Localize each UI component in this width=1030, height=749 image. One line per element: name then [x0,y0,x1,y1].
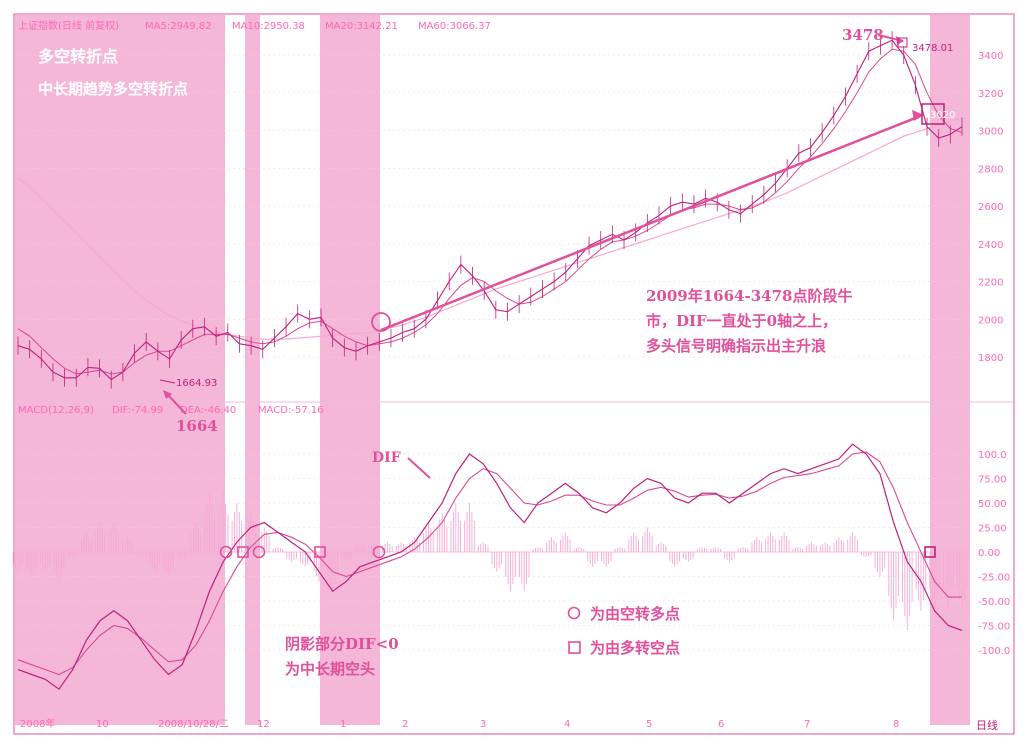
macd-tick-label: 100.0 [978,450,1007,461]
macd-crossover-markers [219,545,936,559]
time-axis: 2008年 10 2008/10/28/二 12 1 2 3 4 5 6 7 8 [20,717,899,730]
macd-tick-label: 75.00 [978,475,1007,486]
shade-note-line-2: 为中长期空头 [285,660,375,678]
ma20-readout: MA20:3142.21 [325,21,398,32]
price-tick-label: 3000 [978,127,1003,138]
price-tick-label: 2400 [978,240,1003,251]
macd-tick-label: -25.00 [978,573,1010,584]
macd-tick-label: 0.00 [978,548,1000,559]
level-3020-label: 3020 [930,110,955,121]
legend-square-icon [568,641,581,654]
trough-value: 1664.93 [176,378,217,389]
dif-line [17,443,963,691]
trough-tick [159,379,176,384]
x-tick-label: 3 [480,719,486,730]
bear-turn-marker [924,546,936,558]
bear-turn-marker [314,546,326,558]
x-tick-label: 1 [340,719,346,730]
macd-tick-label: 25.00 [978,524,1007,535]
macd-histogram [12,493,968,631]
trend-arrowhead [912,110,924,121]
x-tick-label: 8 [893,719,899,730]
peak-value: 3478.01 [912,43,953,54]
ma5-readout: MA5:2949.82 [145,21,212,32]
bull-text-line-1: 2009年1664-3478点阶段牛 [646,287,852,305]
bull-text-line-2: 市，DIF一直处于0轴之上， [646,312,837,330]
bull-turn-marker [372,545,386,559]
price-tick-label: 3200 [978,89,1003,100]
title-secondary: 中长期趋势多空转折点 [38,80,188,98]
macd-lines [17,443,963,691]
x-tick-label: 6 [718,719,724,730]
legend-circle-text: 为由空转多点 [590,605,680,623]
macd-readout: MACD:-57.16 [258,405,324,416]
trough-label: 1664 [176,417,218,435]
macd-tick-label: -50.00 [978,597,1010,608]
bear-region [15,15,225,725]
legend-circle-icon [567,606,581,620]
ma60-readout: MA60:3066.37 [418,21,491,32]
level-3020-box [921,103,945,125]
macd-tick-label: -75.00 [978,622,1010,633]
price-tick-label: 2000 [978,315,1003,326]
trend-line [380,115,921,332]
period-label: 日线 [976,718,998,732]
bull-text-line-3: 多头信号明确指示出主升浪 [646,337,826,355]
price-tick-label: 2200 [978,278,1003,289]
title-primary: 多空转折点 [38,47,118,66]
price-axis: 3400 3200 3000 2800 2600 2400 2200 2000 1800 [978,51,1003,364]
dea-line [17,451,962,676]
bear-turn-marker [237,546,249,558]
dif-arrow [407,457,431,479]
macd-tick-label: -100.0 [978,646,1010,657]
ma10-readout: MA10:2950.38 [232,21,305,32]
price-tick-label: 2600 [978,202,1003,213]
shade-note-line-1: 阴影部分DIF<0 [285,635,399,653]
peak-label: 3478 [842,26,884,44]
dif-readout: DIF:-74.99 [112,405,163,416]
x-tick-label: 12 [257,719,270,730]
bull-turn-marker [219,545,233,559]
x-tick-label: 4 [564,719,570,730]
x-tick-label: 2008年 [20,717,55,730]
x-tick-label: 2008/10/28/二 [158,719,229,730]
price-tick-label: 3400 [978,51,1003,62]
bull-turn-marker-price [371,312,391,332]
grid-lines [18,54,970,651]
bear-region [245,15,260,725]
peak-marker [897,37,908,48]
x-tick-label: 10 [96,719,109,730]
x-tick-label: 7 [804,719,810,730]
ma5-line [17,39,963,381]
dif-label: DIF [372,450,401,466]
price-tick-label: 1800 [978,353,1003,364]
dea-readout: DEA:-46.40 [180,405,236,416]
x-tick-label: 5 [646,719,652,730]
macd-axis: 100.0 75.00 50.00 25.00 0.00 -25.00 -50.00 -75.… [978,450,1010,657]
macd-tick-label: 50.00 [978,499,1007,510]
x-tick-label: 2 [402,719,408,730]
macd-params: MACD(12,26,9) [18,405,94,416]
ma60-line [17,117,963,340]
index-name: 上证指数(日线 前复权) [18,19,119,32]
bull-turn-marker [252,545,266,559]
trough-arrow [165,392,187,415]
bear-shading [15,15,970,725]
trough-arrowhead [163,390,172,399]
price-lines [17,31,963,389]
price-tick-label: 2800 [978,164,1003,175]
legend-square-text: 为由多转空点 [590,639,680,657]
bear-region [320,15,380,725]
